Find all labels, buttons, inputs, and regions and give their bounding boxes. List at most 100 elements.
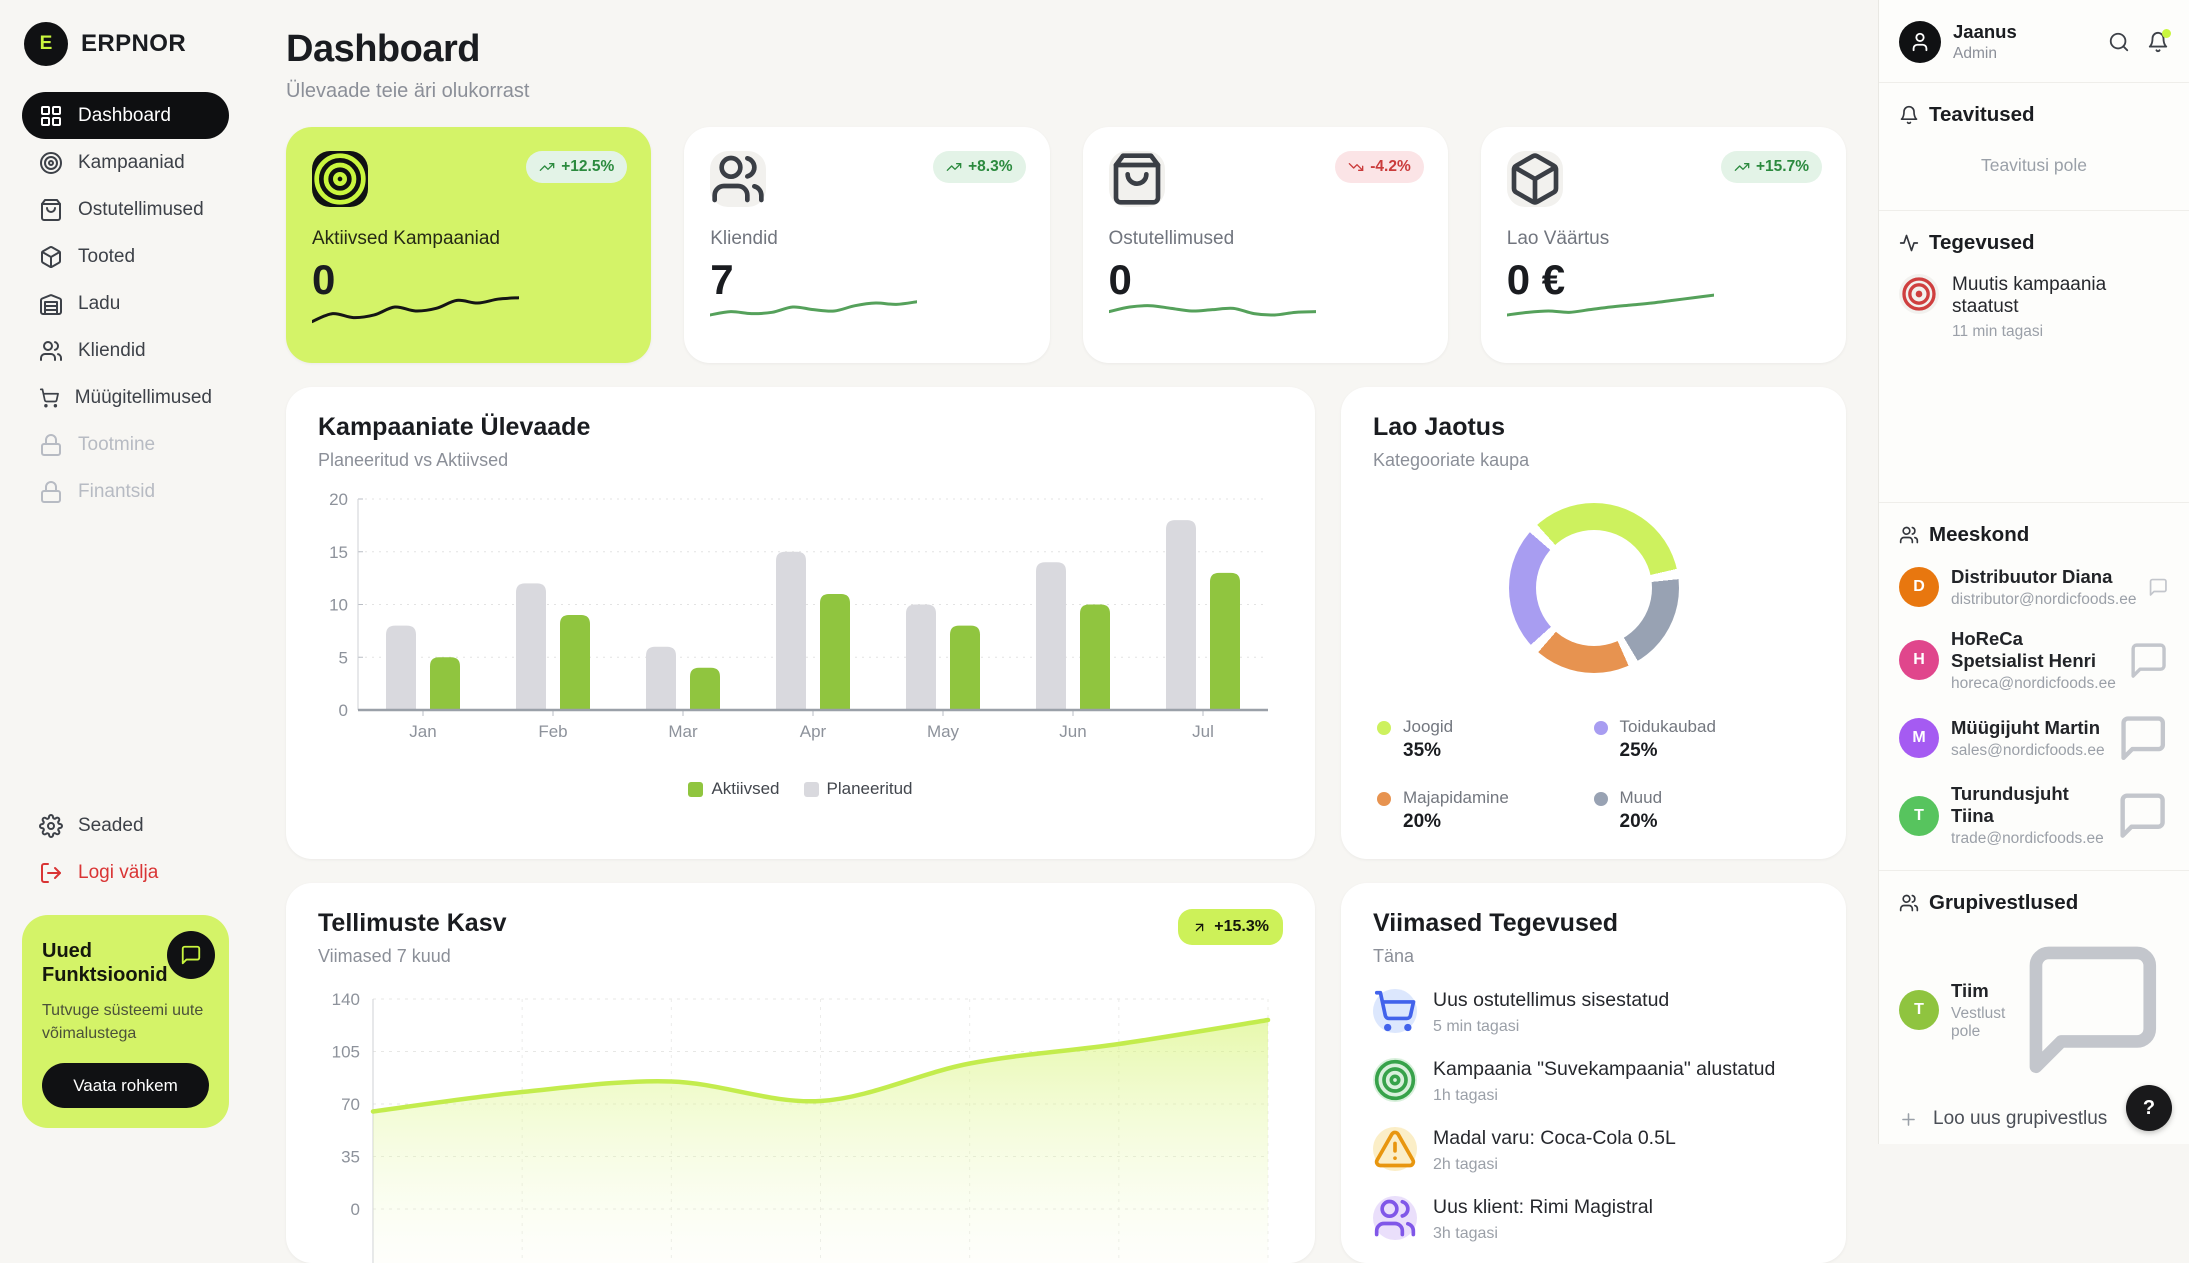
bell-icon xyxy=(1900,105,1918,125)
stat-sparkline xyxy=(1507,281,1714,339)
sidebar-item-ostutellimused[interactable]: Ostutellimused xyxy=(22,186,229,233)
team-title: Meeskond xyxy=(1929,522,2030,546)
layout-grid-icon xyxy=(41,105,61,126)
donut-legend-value: 25% xyxy=(1619,740,1658,761)
team-member-row: T Turundusjuht Tiina trade@nordicfoods.ee xyxy=(1899,783,2169,848)
message-square-icon[interactable] xyxy=(2117,712,2169,764)
notifications-section: Teavitused Teavitusi pole xyxy=(1879,83,2189,211)
member-chat-button[interactable] xyxy=(2116,789,2169,842)
help-button[interactable]: ? xyxy=(2126,1085,2172,1131)
stat-card: +15.7% Lao Väärtus 0 € xyxy=(1480,127,1846,363)
bar-chart-legend: Aktiivsed Planeeritud xyxy=(318,779,1283,799)
svg-text:Jan: Jan xyxy=(409,722,436,741)
order-growth-card: Tellimuste Kasv Viimased 7 kuud +15.3% 1… xyxy=(286,883,1315,1263)
inventory-chart-title: Lao Jaotus xyxy=(1373,413,1505,441)
sidebar-item-label: Dashboard xyxy=(78,104,171,126)
sidebar-item-label: Ostutellimused xyxy=(78,198,204,220)
message-square-icon[interactable] xyxy=(2017,934,2169,1086)
stat-badge-value: -4.2% xyxy=(1370,158,1411,175)
activities-list: Uus ostutellimus sisestatud 5 min tagasi K… xyxy=(1373,989,1814,1243)
inventory-distribution-card: Lao Jaotus Kategooriate kaupa Joogid 35% T… xyxy=(1341,387,1846,859)
users-icon xyxy=(40,340,62,361)
message-square-icon[interactable] xyxy=(2128,640,2169,681)
stat-trend-badge: +15.7% xyxy=(1720,151,1822,183)
donut-legend-value: 20% xyxy=(1619,811,1658,832)
activity-item: Madal varu: Coca-Cola 0.5L 2h tagasi xyxy=(1373,1127,1814,1174)
sidebar-item-label: Müügitellimused xyxy=(74,386,212,408)
stat-value: 7 xyxy=(710,256,734,303)
users-icon xyxy=(712,155,764,203)
arrow-up-right-icon xyxy=(1196,923,1204,931)
inventory-chart-subtitle: Kategooriate kaupa xyxy=(1373,450,1530,470)
promo-button[interactable]: Vaata rohkem xyxy=(42,1063,209,1108)
feed-item: Muutis kampaania staatust 11 min tagasi xyxy=(1899,274,2169,341)
search-icon[interactable] xyxy=(2108,31,2130,53)
member-email: distributor@nordicfoods.ee xyxy=(1951,590,2137,608)
stat-value: 0 xyxy=(312,256,336,303)
sidebar-item-kampaaniad[interactable]: Kampaaniad xyxy=(22,139,229,186)
team-member-row: H HoReCa Spetsialist Henri horeca@nordicfo… xyxy=(1899,628,2169,693)
message-square-icon xyxy=(181,945,201,964)
member-chat-button[interactable] xyxy=(2117,712,2169,764)
sidebar-item-settings[interactable]: Seaded xyxy=(22,803,229,850)
promo-title: Uued Funktsioonid xyxy=(42,939,168,986)
brand-logo: E xyxy=(24,22,68,66)
settings-label: Seaded xyxy=(78,815,144,837)
stat-trend-badge: -4.2% xyxy=(1335,151,1424,183)
users-icon xyxy=(1899,526,1919,544)
promo-card: Uued Funktsioonid Tutvuge süsteemi uute … xyxy=(22,914,229,1128)
sidebar-item-dashboard[interactable]: Dashboard xyxy=(22,92,229,139)
stat-badge-value: +8.3% xyxy=(968,158,1013,175)
notifications-bell-button[interactable] xyxy=(2147,29,2171,53)
group-name: Tiim xyxy=(1951,979,1989,1001)
sidebar-item-ladu[interactable]: Ladu xyxy=(22,280,229,327)
member-name: Müügijuht Martin xyxy=(1951,716,2100,738)
bottom-row: Tellimuste Kasv Viimased 7 kuud +15.3% 1… xyxy=(286,883,1846,1263)
legend-item: Aktiivsed xyxy=(688,779,780,799)
member-avatar: T xyxy=(1899,795,1939,836)
logout-button[interactable]: Logi välja xyxy=(22,850,229,897)
brand-name: ERPNOR xyxy=(81,30,187,57)
campaigns-chart-title: Kampaaniate Ülevaade xyxy=(318,413,591,441)
logout-label: Logi välja xyxy=(78,862,159,884)
sidebar-item-kliendid[interactable]: Kliendid xyxy=(22,327,229,374)
orders-chart-subtitle: Viimased 7 kuud xyxy=(318,946,451,966)
trending-up-icon xyxy=(1734,163,1750,171)
member-chat-button[interactable] xyxy=(2148,577,2169,598)
lock-icon xyxy=(41,480,61,503)
svg-text:Apr: Apr xyxy=(800,722,827,741)
recent-activities-card: Viimased Tegevused Täna Uus ostutellimus… xyxy=(1341,883,1846,1263)
member-chat-button[interactable] xyxy=(2128,640,2169,681)
group-chat-button[interactable] xyxy=(2017,934,2169,1086)
donut-legend-value: 35% xyxy=(1403,740,1442,761)
message-square-icon[interactable] xyxy=(2148,577,2169,598)
target-icon xyxy=(1374,1059,1416,1101)
promo-text: Tutvuge süsteemi uute võimalustega xyxy=(42,1001,204,1042)
activity-feed-section: Tegevused Muutis kampaania staatust 11 mi… xyxy=(1879,211,2189,503)
user-role: Admin xyxy=(1953,45,1997,62)
team-list: D Distribuutor Diana distributor@nordicfoo… xyxy=(1899,566,2169,848)
member-avatar: D xyxy=(1899,567,1939,608)
member-email: sales@nordicfoods.ee xyxy=(1951,741,2105,759)
donut-legend-item: Toidukaubad 25% xyxy=(1593,717,1811,762)
sidebar-item-label: Tooted xyxy=(78,245,136,267)
activity-item: Kampaania "Suvekampaania" alustatud 1h ta… xyxy=(1373,1058,1814,1105)
message-square-icon[interactable] xyxy=(2116,789,2169,842)
member-email: trade@nordicfoods.ee xyxy=(1951,830,2104,848)
sidebar-item-tooted[interactable]: Tooted xyxy=(22,233,229,280)
activity-feed-list: Muutis kampaania staatust 11 min tagasi xyxy=(1899,274,2169,341)
sidebar-item-label: Finantsid xyxy=(78,480,156,502)
lock-icon xyxy=(41,433,61,456)
brand: E ERPNOR xyxy=(22,22,229,66)
new-group-chat-button[interactable]: Loo uus grupivestlus xyxy=(1899,1108,2169,1130)
svg-text:20: 20 xyxy=(329,490,348,509)
activities-subtitle: Täna xyxy=(1373,946,1415,966)
svg-text:0: 0 xyxy=(339,701,348,720)
svg-text:105: 105 xyxy=(332,1043,360,1062)
svg-text:140: 140 xyxy=(332,990,360,1009)
sidebar-item-m-gitellimused[interactable]: Müügitellimused xyxy=(22,374,229,421)
activity-feed-title: Tegevused xyxy=(1929,231,2035,254)
warehouse-icon xyxy=(40,293,62,315)
stat-value: 0 € xyxy=(1506,256,1566,303)
chat-bubble-icon-badge xyxy=(167,930,215,979)
